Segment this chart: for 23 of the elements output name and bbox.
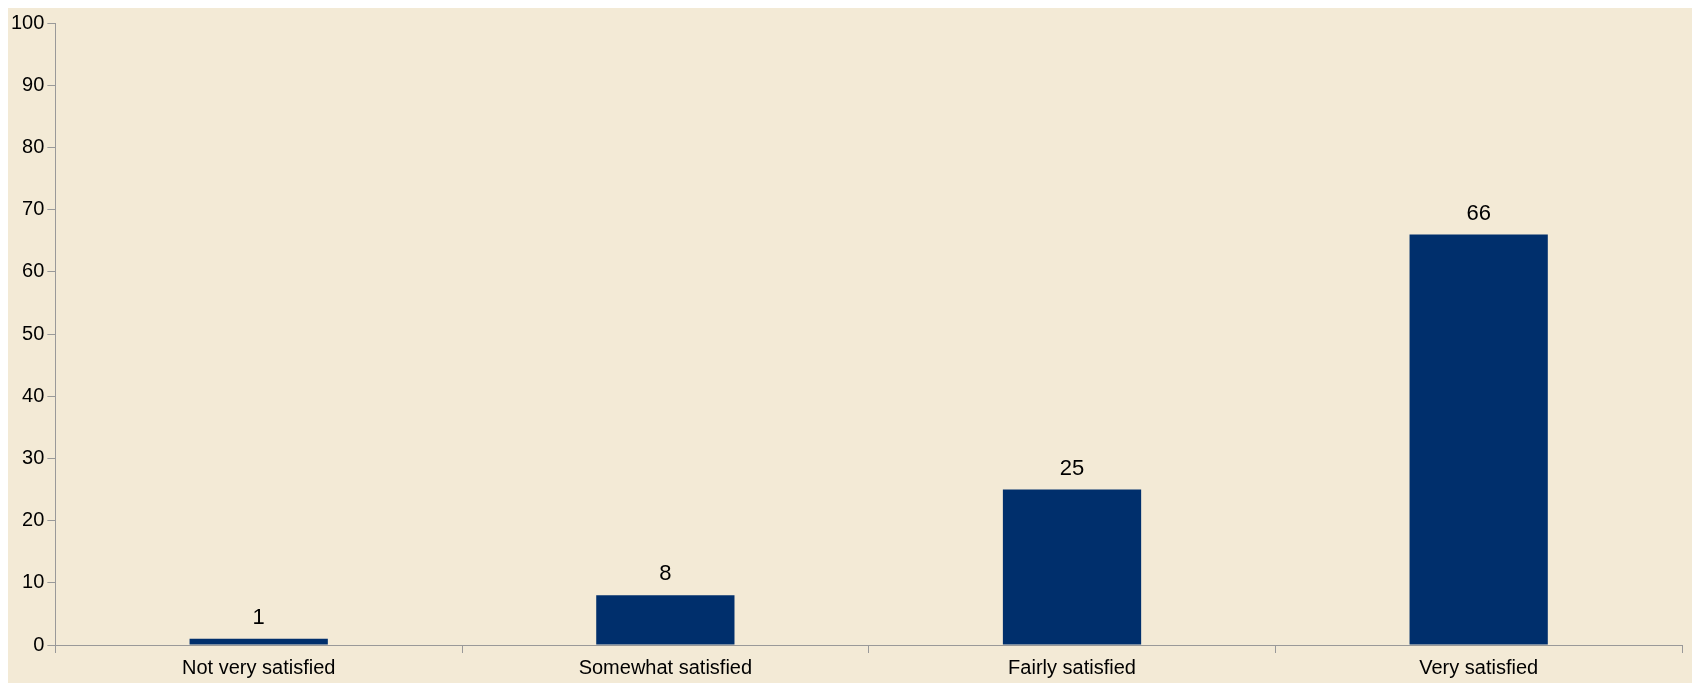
x-tick-label: Very satisfied: [1419, 655, 1539, 678]
data-label: 8: [659, 560, 672, 586]
y-tick-label: 100: [10, 10, 45, 33]
bar: [1409, 234, 1548, 645]
y-tick-label: 10: [22, 570, 45, 593]
y-tick-label: 0: [33, 632, 45, 655]
bar: [596, 595, 735, 645]
x-tick-label: Not very satisfied: [182, 655, 336, 678]
y-tick-label: 90: [22, 72, 45, 95]
y-tick-label: 30: [22, 445, 45, 468]
data-label: 1: [252, 603, 265, 629]
y-tick-label: 40: [22, 383, 45, 406]
y-tick-label: 70: [22, 197, 45, 220]
y-tick-label: 20: [22, 508, 45, 531]
y-tick-label: 80: [22, 134, 45, 157]
bar: [189, 638, 328, 645]
data-label: 25: [1059, 454, 1085, 480]
y-tick-label: 50: [22, 321, 45, 344]
data-label: 66: [1466, 199, 1491, 225]
x-tick-label: Fairly satisfied: [1008, 655, 1136, 678]
bar: [1002, 489, 1142, 645]
x-tick-label: Somewhat satisfied: [578, 655, 753, 678]
y-tick-label: 60: [22, 259, 45, 282]
